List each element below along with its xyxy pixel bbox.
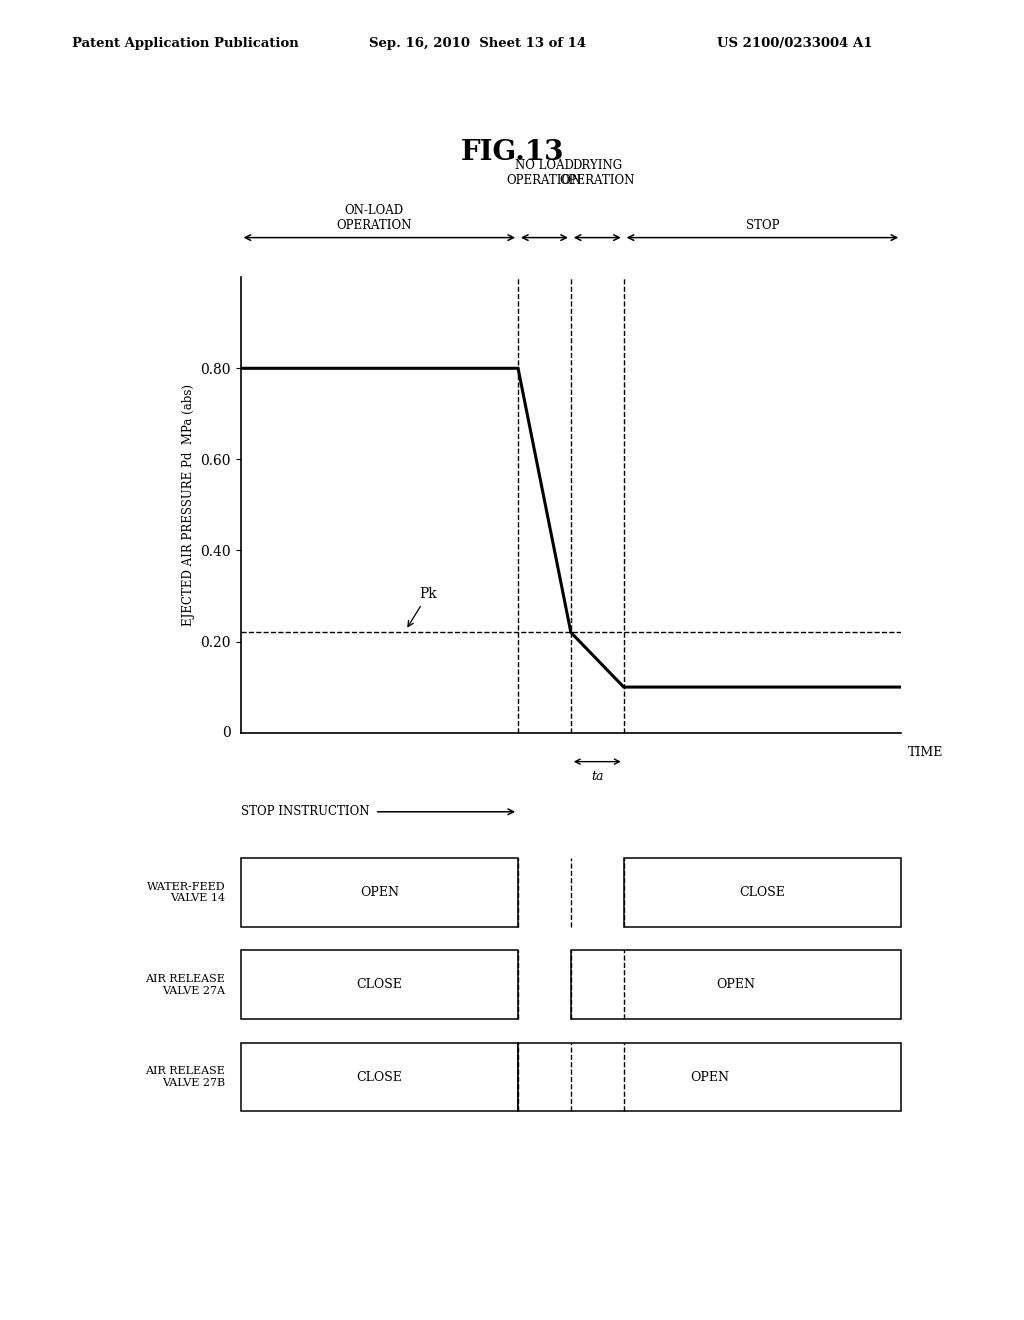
Text: OPEN: OPEN [690, 1071, 729, 1084]
Text: US 2100/0233004 A1: US 2100/0233004 A1 [717, 37, 872, 50]
Text: AIR RELEASE
VALVE 27B: AIR RELEASE VALVE 27B [145, 1067, 225, 1088]
Text: Patent Application Publication: Patent Application Publication [72, 37, 298, 50]
Bar [241, 1043, 518, 1111]
Text: FIG.13: FIG.13 [460, 139, 564, 165]
Text: ON-LOAD
OPERATION: ON-LOAD OPERATION [337, 205, 412, 232]
Text: ta: ta [591, 770, 603, 783]
Text: CLOSE: CLOSE [356, 1071, 402, 1084]
Bar [571, 950, 901, 1019]
Text: OPEN: OPEN [717, 978, 756, 991]
Y-axis label: EJECTED AIR PRESSURE Pd  MPa (abs): EJECTED AIR PRESSURE Pd MPa (abs) [181, 384, 195, 626]
Text: 0: 0 [222, 726, 230, 739]
Text: NO LOAD
OPERATION: NO LOAD OPERATION [507, 160, 583, 187]
Text: OPEN: OPEN [359, 886, 398, 899]
Bar [241, 950, 518, 1019]
Text: CLOSE: CLOSE [356, 978, 402, 991]
Bar [624, 858, 901, 927]
Text: STOP: STOP [745, 219, 779, 232]
Text: CLOSE: CLOSE [739, 886, 785, 899]
Text: WATER-FEED
VALVE 14: WATER-FEED VALVE 14 [146, 882, 225, 903]
Text: STOP INSTRUCTION: STOP INSTRUCTION [241, 805, 370, 818]
Text: Sep. 16, 2010  Sheet 13 of 14: Sep. 16, 2010 Sheet 13 of 14 [369, 37, 586, 50]
Text: AIR RELEASE
VALVE 27A: AIR RELEASE VALVE 27A [145, 974, 225, 995]
Bar [241, 858, 518, 927]
Text: TIME: TIME [907, 746, 943, 759]
Text: Pk: Pk [408, 587, 436, 627]
Bar [518, 1043, 901, 1111]
Text: DRYING
OPERATION: DRYING OPERATION [559, 160, 635, 187]
